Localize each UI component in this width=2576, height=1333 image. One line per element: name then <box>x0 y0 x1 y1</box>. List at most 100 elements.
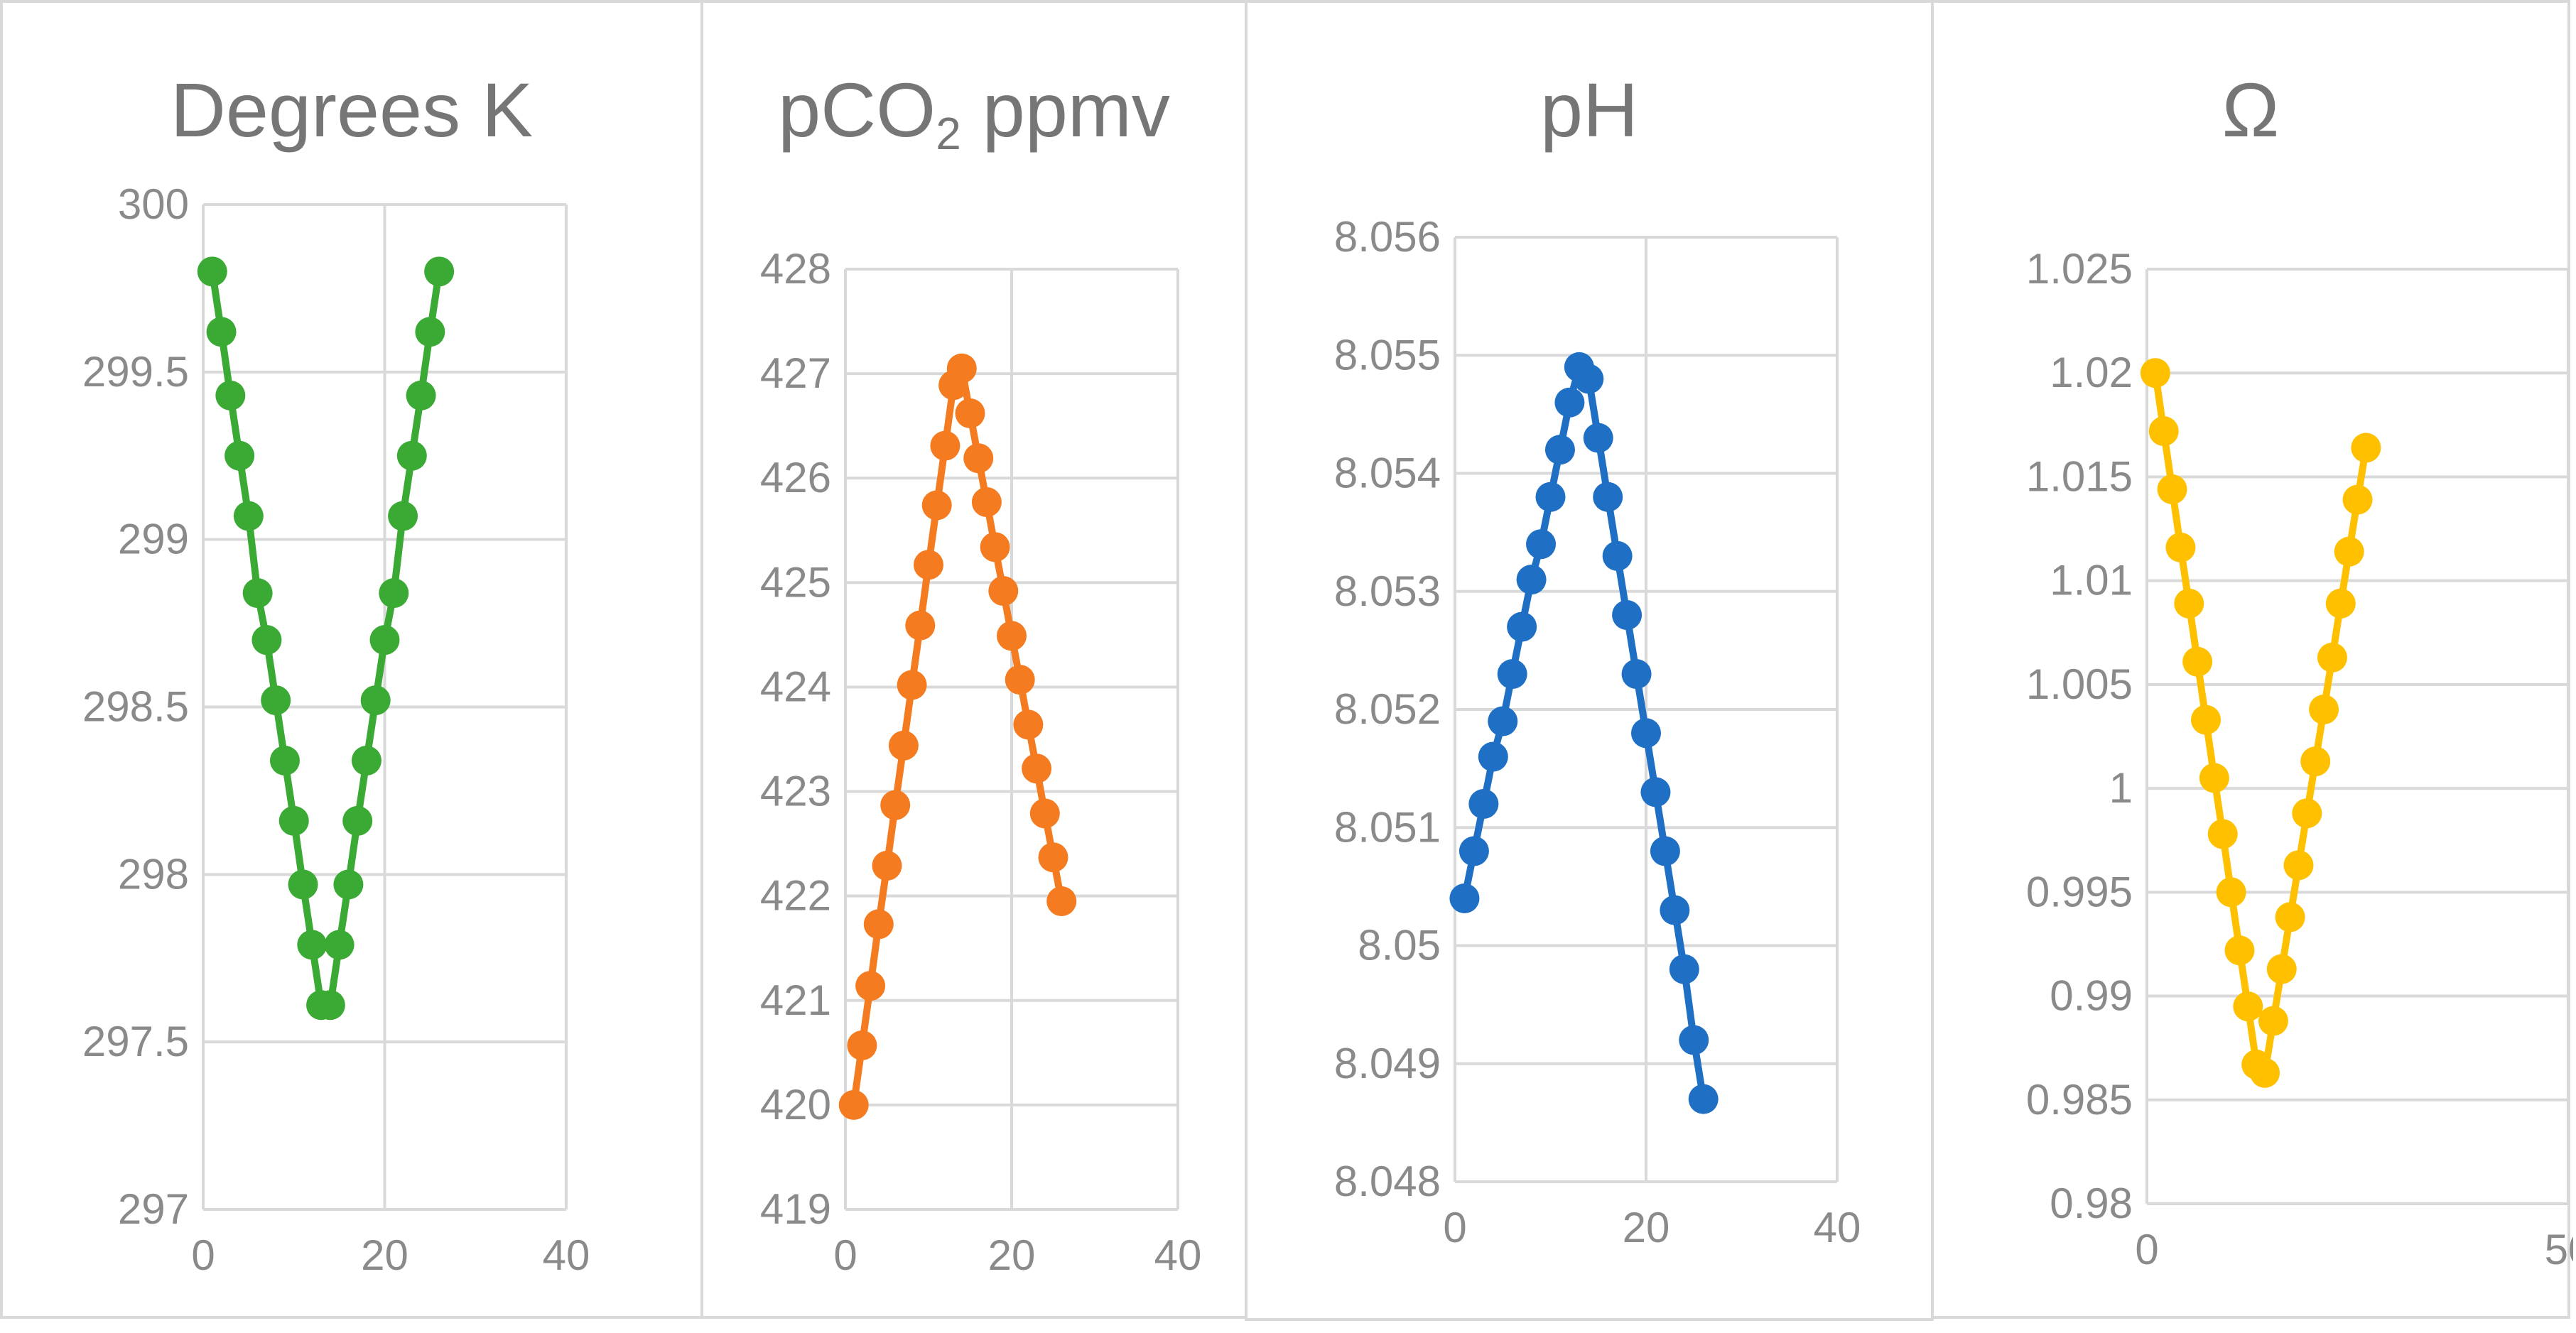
data-point <box>2334 536 2364 567</box>
y-tick-label: 1.025 <box>2026 245 2133 293</box>
y-tick-label: 8.056 <box>1334 213 1441 261</box>
data-point <box>2157 474 2187 504</box>
data-point <box>2182 646 2213 677</box>
data-point <box>1612 600 1643 630</box>
data-point <box>1631 718 1661 749</box>
data-point <box>1013 709 1044 740</box>
data-point <box>342 805 373 836</box>
data-point <box>1688 1084 1719 1114</box>
data-point <box>2250 1057 2280 1088</box>
y-tick-label: 427 <box>760 349 831 397</box>
data-point <box>261 685 291 716</box>
data-point <box>2300 746 2331 777</box>
data-point <box>1679 1025 1709 1055</box>
data-point <box>396 440 427 471</box>
data-point <box>2191 704 2221 735</box>
data-point <box>1574 364 1604 394</box>
y-tick-label: 8.052 <box>1334 685 1441 733</box>
y-tick-label: 419 <box>760 1185 831 1233</box>
ph-chart-svg: 8.048 8.049 8.05 8.051 8.052 8.053 8.054 8.055 8… <box>1334 213 1861 1251</box>
data-point <box>921 490 952 521</box>
data-point <box>1459 836 1489 866</box>
data-point <box>2216 877 2246 908</box>
y-tick-label: 298.5 <box>82 683 189 731</box>
y-tick-label: 0.99 <box>2050 972 2133 1020</box>
data-point <box>872 851 902 881</box>
x-tick-label: 40 <box>543 1231 590 1279</box>
data-point <box>1621 659 1652 690</box>
data-point <box>215 380 246 410</box>
series-line <box>208 271 443 1009</box>
y-tick-label: 300 <box>118 180 189 228</box>
chart-panel-pco2: pCO2 ppmv 419 420 421 422 423 424 425 426 427 428… <box>700 0 1248 1319</box>
chart-panel-temperature: Degrees K 297 297.5 298 298.5 299 299.5 300 0 20… <box>0 0 703 1319</box>
data-point <box>1507 611 1537 642</box>
data-point <box>1544 435 1575 465</box>
data-point <box>1650 836 1680 866</box>
y-tick-label: 8.049 <box>1334 1040 1441 1087</box>
data-point <box>369 625 400 655</box>
temperature-chart-svg: 297 297.5 298 298.5 299 299.5 300 0 20 40 <box>82 180 590 1279</box>
data-point <box>2233 991 2263 1022</box>
data-point <box>2258 1006 2288 1036</box>
y-tick-label: 423 <box>760 768 831 815</box>
data-point <box>1583 423 1613 453</box>
x-tick-label: 40 <box>1814 1204 1861 1251</box>
data-point <box>2224 935 2255 966</box>
y-tick-label: 8.054 <box>1334 450 1441 497</box>
data-point <box>2207 819 2238 849</box>
y-tick-label: 298 <box>118 850 189 898</box>
data-point <box>888 730 919 761</box>
data-point <box>847 1030 877 1061</box>
data-point <box>997 621 1027 651</box>
data-point <box>955 398 985 429</box>
data-point <box>914 550 943 580</box>
data-point <box>197 256 227 287</box>
x-tick-label: 20 <box>988 1231 1036 1279</box>
data-point <box>1005 665 1035 695</box>
chart-title-temperature: Degrees K <box>170 67 534 153</box>
y-tick-label: 1.01 <box>2050 557 2133 604</box>
data-point <box>206 317 237 347</box>
data-point <box>1535 481 1566 512</box>
y-tick-label: 8.051 <box>1334 803 1441 851</box>
data-point <box>2140 358 2170 388</box>
data-point <box>424 256 455 287</box>
y-tick-label: 0.98 <box>2050 1180 2133 1227</box>
x-tick-label: 40 <box>1154 1231 1202 1279</box>
data-point <box>880 790 911 820</box>
x-tick-label: 20 <box>361 1231 408 1279</box>
data-point <box>1022 753 1052 784</box>
data-point <box>324 930 355 960</box>
x-tick-label: 0 <box>191 1231 215 1279</box>
chart-title-pco2: pCO2 ppmv <box>778 67 1170 159</box>
data-point <box>1468 789 1499 819</box>
data-point <box>1029 798 1060 829</box>
y-tick-label: 8.05 <box>1358 922 1441 969</box>
data-point <box>224 440 255 471</box>
data-point <box>946 353 977 383</box>
data-point <box>930 430 960 461</box>
y-tick-label: 1.015 <box>2026 452 2133 500</box>
data-point <box>1497 659 1527 690</box>
data-point <box>2174 588 2204 619</box>
y-tick-label: 8.048 <box>1334 1158 1441 1205</box>
data-point <box>1046 886 1077 917</box>
data-point <box>1038 842 1068 873</box>
data-point <box>1602 540 1633 571</box>
data-point <box>1516 565 1547 595</box>
data-point <box>2309 694 2339 724</box>
data-point <box>360 685 391 716</box>
data-point <box>988 576 1019 606</box>
data-point <box>855 971 886 1001</box>
x-tick-label: 50 <box>2545 1226 2573 1273</box>
data-point <box>1449 883 1480 913</box>
chart-title-ph: pH <box>1539 67 1639 153</box>
y-tick-label: 297 <box>118 1185 189 1233</box>
data-point <box>2342 484 2373 515</box>
data-point <box>2292 798 2322 829</box>
data-point <box>1640 777 1671 807</box>
data-point <box>1478 741 1508 772</box>
data-point <box>269 745 300 776</box>
y-tick-label: 299.5 <box>82 348 189 396</box>
